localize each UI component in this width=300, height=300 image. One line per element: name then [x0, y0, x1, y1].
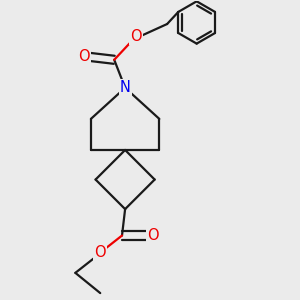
- Text: N: N: [120, 80, 130, 95]
- Text: O: O: [147, 228, 158, 243]
- Text: O: O: [78, 49, 90, 64]
- Text: O: O: [130, 29, 142, 44]
- Text: O: O: [94, 245, 106, 260]
